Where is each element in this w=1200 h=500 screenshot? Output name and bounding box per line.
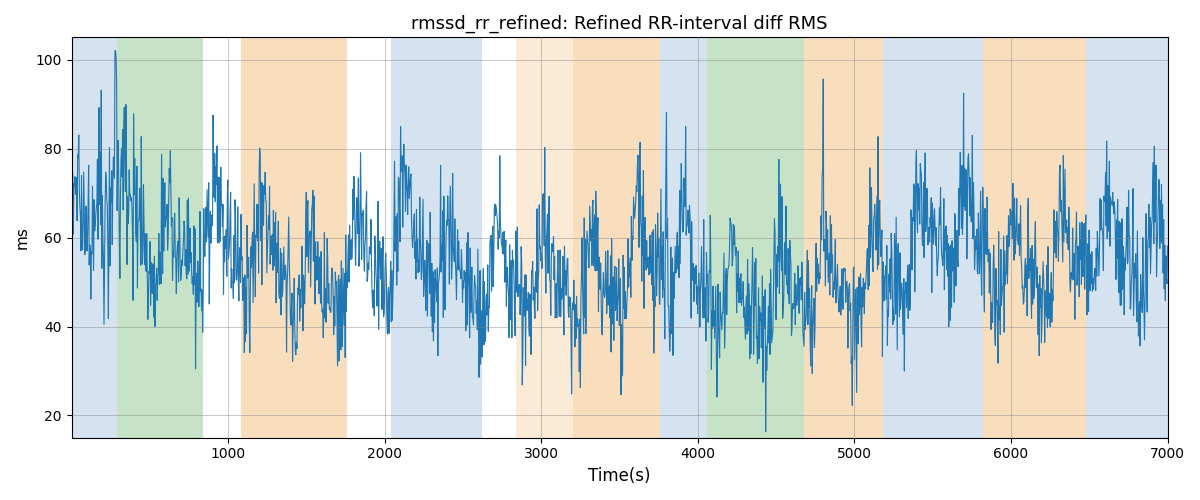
Bar [882,38,983,438]
Bar [707,38,804,438]
Bar [516,38,572,438]
Bar [118,38,203,438]
Bar [804,38,882,438]
Bar [241,38,347,438]
Bar [572,38,660,438]
Title: rmssd_rr_refined: Refined RR-interval diff RMS: rmssd_rr_refined: Refined RR-interval di… [412,15,828,34]
Bar [391,38,482,438]
X-axis label: Time(s): Time(s) [588,467,650,485]
Bar [1086,38,1168,438]
Bar [660,38,707,438]
Bar [983,38,1086,438]
Y-axis label: ms: ms [16,226,30,249]
Bar [72,38,118,438]
